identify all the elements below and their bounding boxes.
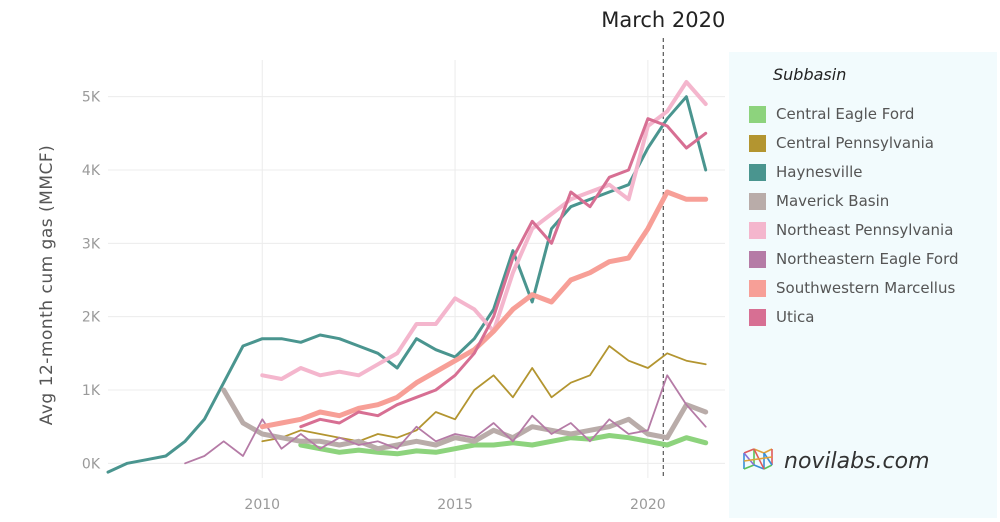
legend: Subbasin Central Eagle Ford Central Penns… xyxy=(729,52,997,518)
legend-swatch xyxy=(749,308,766,326)
series-line-haynesville xyxy=(106,95,708,474)
legend-label: Central Pennsylvania xyxy=(776,134,934,152)
y-tick-label: 4K xyxy=(82,163,101,179)
brand-text: novilabs.com xyxy=(784,448,930,474)
y-tick-label: 5K xyxy=(82,90,101,106)
legend-item: Southwestern Marcellus xyxy=(749,278,955,298)
legend-swatch xyxy=(749,250,766,268)
y-tick-label: 1K xyxy=(82,383,101,399)
x-tick-label: 2015 xyxy=(437,497,473,513)
series-line-southwestern-marcellus xyxy=(259,189,709,430)
legend-swatch xyxy=(749,134,766,152)
legend-item: Utica xyxy=(749,307,814,327)
series-line-northeastern-eagle-ford xyxy=(184,374,707,465)
series-line-central-eagle-ford xyxy=(298,433,709,457)
series-line-central-pennsylvania xyxy=(261,345,707,443)
series-line-maverick-basin xyxy=(221,387,709,452)
brand: novilabs.com xyxy=(740,443,930,479)
legend-label: Haynesville xyxy=(776,163,863,181)
legend-item: Central Eagle Ford xyxy=(749,104,914,124)
legend-title: Subbasin xyxy=(773,65,847,84)
y-tick-label: 3K xyxy=(82,236,101,252)
x-axis-ticks: 2010 2015 2020 xyxy=(244,497,665,513)
legend-item: Northeast Pennsylvania xyxy=(749,220,953,240)
chart: March 2020 2010 2015 2020 0K 1K 2K 3K 4K 5K Avg… xyxy=(37,8,725,513)
legend-swatch xyxy=(749,105,766,123)
legend-label: Maverick Basin xyxy=(776,192,890,210)
series-line-utica xyxy=(299,117,708,429)
annotation-label: March 2020 xyxy=(601,8,725,32)
annotation: March 2020 xyxy=(601,8,725,478)
legend-item: Northeastern Eagle Ford xyxy=(749,249,959,269)
legend-label: Northeast Pennsylvania xyxy=(776,221,954,239)
series-lines xyxy=(106,80,709,474)
y-tick-label: 2K xyxy=(82,310,101,326)
y-tick-label: 0K xyxy=(82,456,101,472)
legend-label: Utica xyxy=(776,308,815,326)
legend-swatch xyxy=(749,163,766,181)
legend-item: Central Pennsylvania xyxy=(749,133,934,153)
legend-label: Northeastern Eagle Ford xyxy=(776,250,959,268)
grid xyxy=(108,60,725,478)
x-tick-label: 2020 xyxy=(630,497,666,513)
y-axis-label: Avg 12-month cum gas (MMCF) xyxy=(37,145,57,426)
legend-label: Southwestern Marcellus xyxy=(776,279,956,297)
y-axis-ticks: 0K 1K 2K 3K 4K 5K xyxy=(82,90,101,473)
x-tick-label: 2010 xyxy=(244,497,280,513)
novilabs-logo-icon xyxy=(743,448,773,470)
legend-swatch xyxy=(749,221,766,239)
legend-item: Maverick Basin xyxy=(749,191,889,211)
legend-swatch xyxy=(749,192,766,210)
legend-label: Central Eagle Ford xyxy=(776,105,915,123)
legend-item: Haynesville xyxy=(749,162,863,182)
series-line-northeast-pennsylvania xyxy=(260,80,708,381)
legend-swatch xyxy=(749,279,766,297)
